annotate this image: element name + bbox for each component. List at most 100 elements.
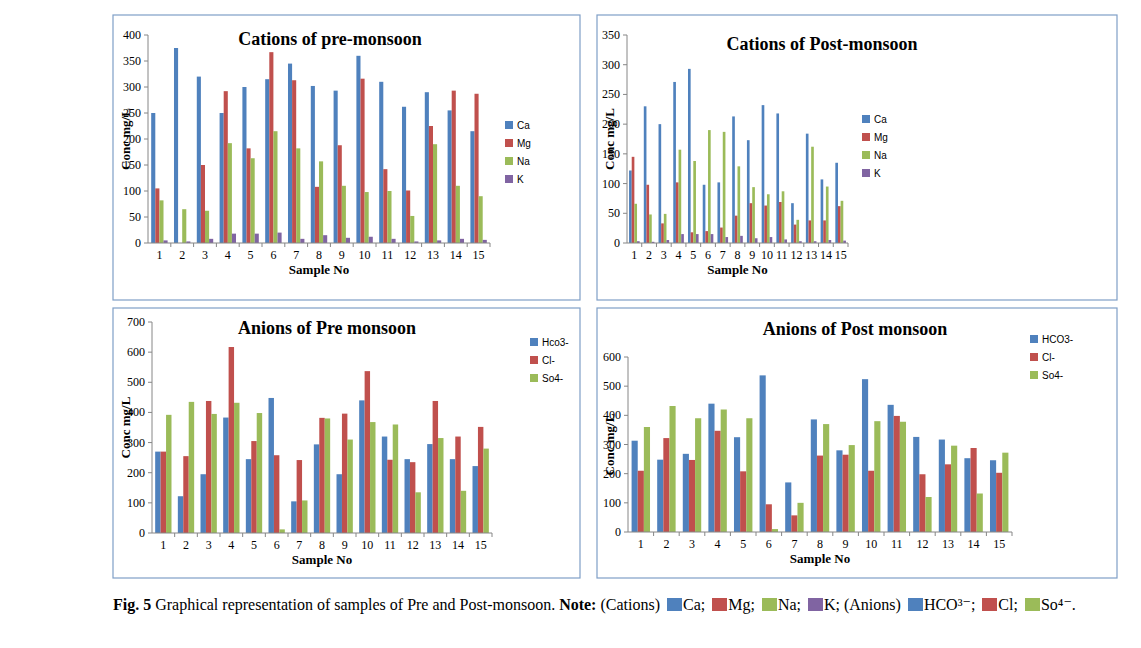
bar [224, 91, 228, 243]
bar [939, 440, 945, 532]
bar [691, 232, 694, 243]
x-tick [704, 532, 705, 536]
x-tick [424, 533, 425, 537]
bar [794, 225, 797, 243]
legend-swatch [505, 121, 513, 129]
x-tick-label: 11 [384, 538, 396, 552]
x-tick [807, 532, 808, 536]
chart-title: Anions of Post monsoon [763, 319, 948, 339]
bar [740, 236, 743, 243]
bar [365, 371, 370, 533]
y-tick [624, 386, 628, 387]
x-tick [833, 243, 834, 247]
y-axis-label: Conc mg/L [118, 396, 133, 458]
panel-frame [597, 308, 1117, 578]
y-tick [624, 502, 628, 503]
x-tick [197, 533, 198, 537]
x-tick-label: 12 [407, 538, 419, 552]
x-tick [284, 243, 285, 247]
caption-swatch [982, 598, 997, 611]
x-tick-label: 10 [361, 538, 373, 552]
x-tick [671, 243, 672, 247]
x-tick-label: 8 [817, 537, 823, 551]
x-tick [378, 533, 379, 537]
bar [723, 132, 726, 243]
bar [452, 91, 456, 243]
y-tick-label: 400 [123, 28, 141, 42]
bar [734, 437, 740, 532]
bar [782, 191, 785, 243]
x-tick-label: 7 [293, 248, 299, 262]
bar [779, 202, 782, 243]
y-tick-label: 0 [615, 525, 621, 539]
x-axis [148, 243, 490, 244]
x-axis-label: Sample No [707, 262, 767, 277]
bar [201, 474, 206, 533]
x-tick-label: 2 [663, 537, 669, 551]
legend-label: Ca [517, 120, 530, 131]
bar [649, 214, 652, 243]
bar [632, 157, 635, 243]
x-tick-label: 8 [735, 248, 741, 262]
x-tick-label: 9 [749, 248, 755, 262]
x-tick-label: 15 [993, 537, 1005, 551]
bar [785, 482, 791, 532]
bar [717, 182, 720, 243]
bar [273, 131, 277, 243]
bar [429, 126, 433, 243]
caption-text: Note: [559, 596, 596, 613]
y-tick-label: 100 [603, 496, 621, 510]
bar [708, 130, 711, 243]
legend-label: So4- [542, 373, 563, 384]
bars [632, 375, 1009, 532]
y-tick [144, 113, 148, 114]
legend-swatch [1030, 353, 1038, 361]
bar [664, 214, 667, 243]
x-tick [170, 243, 171, 247]
legend-label: Mg [517, 138, 531, 149]
bar [347, 440, 352, 533]
bar [337, 474, 342, 533]
bar [300, 239, 304, 243]
chart-title: Anions of Pre monsoon [238, 318, 416, 338]
bar [764, 206, 767, 243]
bar [223, 418, 228, 533]
x-tick [884, 532, 885, 536]
bar [689, 460, 695, 532]
x-tick [715, 243, 716, 247]
x-tick-label: 1 [638, 537, 644, 551]
bar [695, 418, 701, 532]
bar [659, 124, 662, 243]
bar [246, 459, 251, 533]
bar [206, 401, 211, 533]
bar [821, 179, 824, 243]
x-tick-label: 11 [382, 248, 394, 262]
caption-swatch [762, 598, 777, 611]
bar [251, 158, 255, 243]
x-tick-label: 5 [248, 248, 254, 262]
x-tick [789, 243, 790, 247]
y-tick-label: 100 [127, 496, 145, 510]
bar [410, 462, 415, 533]
x-tick-label: 13 [942, 537, 954, 551]
bar [632, 441, 638, 532]
x-tick [446, 533, 447, 537]
y-tick-label: 350 [602, 28, 620, 42]
y-tick [148, 533, 152, 534]
x-tick-label: 11 [776, 248, 788, 262]
bar [770, 237, 773, 243]
bar [220, 113, 224, 243]
x-tick-label: 8 [316, 248, 322, 262]
y-tick [148, 442, 152, 443]
caption-swatch [712, 598, 727, 611]
legend-label: So4- [1042, 370, 1063, 381]
caption-text: HCO³⁻; [924, 596, 975, 613]
bar [325, 418, 330, 533]
x-tick-label: 5 [690, 248, 696, 262]
bar [900, 422, 906, 532]
x-tick-label: 11 [891, 537, 903, 551]
legend-swatch [862, 115, 870, 123]
y-tick [623, 243, 627, 244]
bars [155, 347, 489, 533]
x-tick [679, 532, 680, 536]
